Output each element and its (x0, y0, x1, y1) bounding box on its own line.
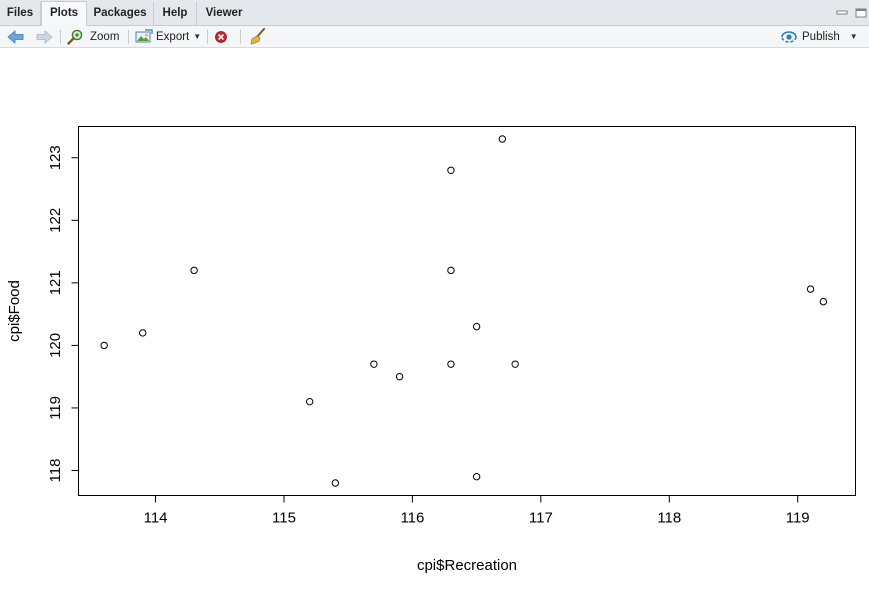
data-point (305, 397, 314, 406)
data-point (100, 341, 108, 350)
data-point (370, 360, 378, 368)
data-point (447, 360, 455, 368)
zoom-label: Zoom (90, 30, 120, 43)
publish-icon (781, 30, 797, 43)
data-point (472, 322, 481, 331)
scatter-plot: 114 115 116 117 118 119 118 119 120 121 122 123 cp… (6, 126, 856, 574)
data-points (100, 135, 828, 487)
clear-all-plots-button[interactable] (249, 26, 267, 47)
minimize-pane-icon[interactable] (836, 8, 848, 18)
y-tick-label: 121 (47, 270, 64, 295)
image-export-icon (135, 29, 153, 43)
back-button[interactable] (7, 26, 25, 47)
zoom-button[interactable]: Zoom (67, 26, 119, 47)
data-point (190, 266, 198, 275)
y-axis: 118 119 120 121 122 123 (47, 145, 79, 482)
y-tick-label: 118 (47, 459, 64, 483)
data-point (395, 372, 404, 381)
plots-toolbar: Zoom Export ▼ Publish ▼ (0, 26, 869, 48)
y-tick-label: 122 (47, 208, 64, 233)
data-point (819, 297, 828, 306)
x-tick-label: 116 (400, 510, 424, 527)
data-point (331, 479, 340, 487)
y-axis-label: cpi$Food (6, 280, 23, 342)
data-point (806, 285, 815, 293)
y-tick-label: 123 (47, 145, 64, 170)
arrow-left-icon (7, 29, 24, 44)
x-tick-label: 119 (786, 510, 810, 527)
maximize-pane-icon[interactable] (855, 8, 867, 18)
x-tick-label: 117 (529, 510, 553, 527)
magnifier-icon (67, 29, 83, 45)
data-point (511, 360, 519, 368)
tab-plots[interactable]: Plots (41, 1, 87, 27)
y-tick-label: 120 (47, 333, 64, 358)
x-tick-label: 118 (657, 510, 681, 527)
export-label: Export (156, 30, 190, 43)
chevron-down-icon: ▼ (849, 32, 858, 41)
data-point (472, 473, 481, 481)
data-point (498, 135, 507, 143)
data-point (139, 329, 147, 337)
data-point (447, 166, 455, 174)
remove-plot-button[interactable] (214, 26, 228, 47)
tab-files[interactable]: Files (0, 2, 41, 26)
export-menu-button[interactable]: Export ▼ (135, 26, 201, 47)
y-tick-label: 119 (47, 396, 64, 420)
publish-button[interactable]: Publish ▼ (780, 26, 858, 47)
x-axis: 114 115 116 117 118 119 (144, 495, 810, 527)
arrow-right-icon (36, 29, 53, 44)
x-tick-label: 114 (144, 510, 168, 527)
data-point (447, 266, 455, 275)
remove-plot-icon (215, 30, 227, 43)
tab-viewer[interactable]: Viewer (205, 7, 243, 19)
chevron-down-icon: ▼ (193, 32, 202, 41)
broom-icon (250, 28, 265, 45)
pane-tab-bar: Files Plots Packages Help Viewer (0, 0, 869, 27)
tab-help[interactable]: Help (154, 2, 197, 26)
forward-button[interactable] (35, 26, 53, 47)
publish-label: Publish (802, 30, 840, 43)
x-axis-label: cpi$Recreation (417, 557, 517, 574)
plot-box (78, 126, 856, 496)
x-tick-label: 115 (272, 510, 296, 527)
plot-viewer: 114 115 116 117 118 119 118 119 120 121 122 123 cp… (0, 48, 869, 584)
tab-packages[interactable]: Packages (87, 2, 154, 26)
